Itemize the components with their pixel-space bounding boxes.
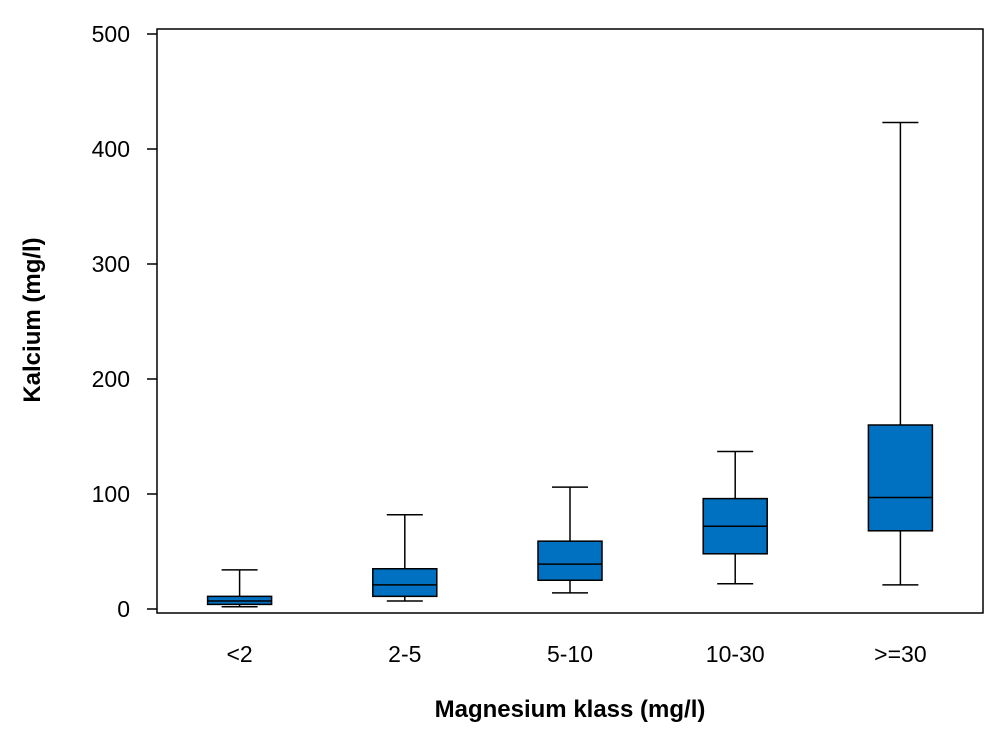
x-axis-title: Magnesium klass (mg/l): [435, 696, 706, 723]
box-series: [206, 121, 934, 608]
box-2: [372, 513, 438, 602]
y-tick-label: 200: [92, 366, 130, 392]
box-4: [702, 450, 768, 585]
x-tick-label: 10-30: [706, 641, 765, 667]
box-5: [867, 121, 934, 586]
y-tick-label: 500: [92, 21, 130, 47]
plot-frame: [156, 28, 984, 614]
y-axis-title: Kalcium (mg/l): [19, 237, 46, 402]
x-tick-label: 5-10: [547, 641, 593, 667]
x-axis: <2 2-5 5-10 10-30 >=30: [226, 641, 926, 667]
y-tick-label: 0: [117, 596, 130, 622]
box-3: [537, 486, 603, 594]
x-tick-label: <2: [226, 641, 252, 667]
iqr-box: [537, 540, 603, 582]
y-tick-label: 400: [92, 136, 130, 162]
iqr-box: [867, 424, 934, 532]
y-tick-label: 300: [92, 251, 130, 277]
box-1: [206, 569, 273, 608]
y-tick-label: 100: [92, 481, 130, 507]
x-tick-label: >=30: [874, 641, 926, 667]
y-axis: 0 100 200 300 400 500: [92, 21, 157, 622]
x-tick-label: 2-5: [388, 641, 421, 667]
iqr-box: [372, 568, 438, 598]
